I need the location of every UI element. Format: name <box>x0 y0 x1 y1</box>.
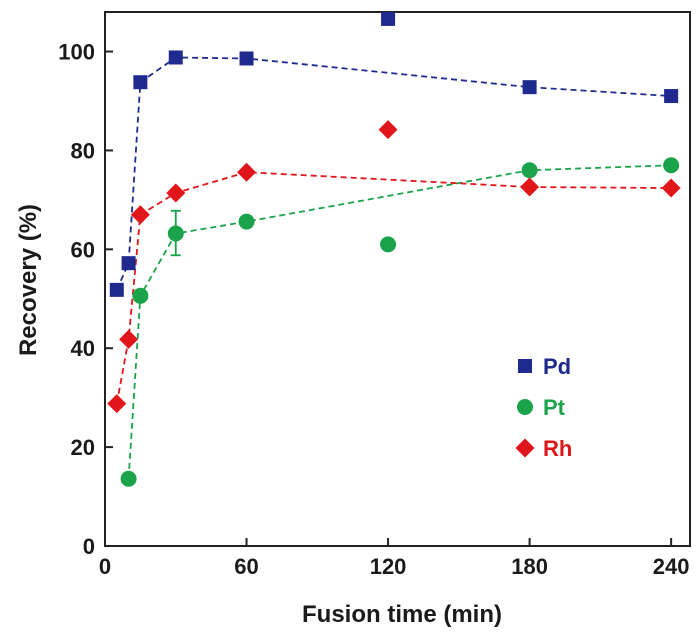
legend-marker-pd <box>518 359 532 373</box>
legend: Pd Pt Rh <box>515 354 572 461</box>
data-point-pt <box>521 162 538 179</box>
x-tick-label: 120 <box>370 554 407 579</box>
data-point-rh <box>520 177 540 197</box>
x-axis-title: Fusion time (min) <box>302 601 502 628</box>
data-point-pt <box>238 213 255 230</box>
y-tick-label: 100 <box>58 40 95 65</box>
data-point-pt <box>663 157 680 174</box>
data-point-rh <box>119 329 139 349</box>
data-point-pd <box>664 89 679 104</box>
y-tick-label: 20 <box>71 435 95 460</box>
data-point-rh <box>166 183 186 203</box>
y-axis-title: Recovery (%) <box>15 204 42 356</box>
legend-label-rh: Rh <box>543 436 572 461</box>
data-marks <box>107 11 681 487</box>
data-point-pd <box>133 75 148 90</box>
legend-marker-rh <box>515 438 535 458</box>
data-point-pt <box>120 470 137 487</box>
x-tick-label: 180 <box>511 554 548 579</box>
data-point-rh <box>237 162 257 182</box>
legend-label-pt: Pt <box>543 395 566 420</box>
series-line-rh <box>115 171 672 404</box>
data-point-rh <box>130 205 150 225</box>
y-tick-label: 80 <box>71 138 95 163</box>
series-line-pd <box>115 56 672 291</box>
data-point-pt <box>380 236 397 253</box>
data-point-rh <box>378 120 398 140</box>
x-tick-label: 240 <box>653 554 690 579</box>
axes: 0 60 120 180 240 0 20 40 60 80 100 <box>58 11 691 579</box>
data-point-rh <box>107 394 127 414</box>
legend-marker-pt <box>517 399 533 415</box>
x-tick-label: 60 <box>234 554 258 579</box>
x-tick-label: 0 <box>99 554 111 579</box>
data-point-rh <box>661 178 681 198</box>
data-point-pd <box>522 80 537 95</box>
y-tick-label: 0 <box>83 534 95 559</box>
data-point-pd <box>109 282 124 297</box>
data-point-pt <box>167 225 184 242</box>
series-lines <box>115 56 672 479</box>
plot-frame <box>104 11 691 547</box>
data-point-pd <box>381 11 396 26</box>
series-line-pt <box>127 164 672 479</box>
y-tick-label: 60 <box>71 237 95 262</box>
data-point-pt <box>132 287 149 304</box>
data-point-pd <box>121 256 136 271</box>
y-tick-label: 40 <box>71 336 95 361</box>
data-point-pd <box>168 50 183 65</box>
legend-label-pd: Pd <box>543 354 571 379</box>
data-point-pd <box>239 51 254 66</box>
